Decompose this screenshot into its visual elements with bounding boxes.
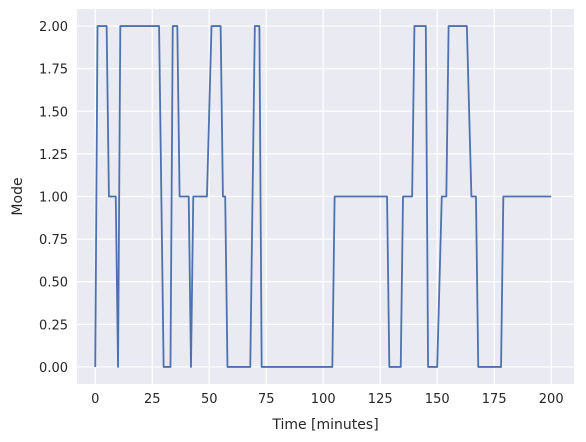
- y-tick-label: 2.00: [39, 20, 68, 35]
- series-line: [94, 25, 552, 368]
- y-tick-label: 1.00: [39, 191, 68, 206]
- x-tick-label: 75: [258, 392, 275, 407]
- x-tick-label: 50: [201, 392, 218, 407]
- x-tick-label: 150: [425, 392, 450, 407]
- x-tick-label: 100: [311, 392, 336, 407]
- y-axis-label: Mode: [10, 177, 26, 215]
- y-tick-label: 0.50: [39, 276, 68, 291]
- series-layer: [94, 25, 552, 368]
- y-tick-label: 0.25: [39, 318, 68, 333]
- x-tick-label: 125: [368, 392, 393, 407]
- y-axis-ticks: 0.00 0.25 0.50 0.75 1.00 1.25 1.50 1.75 2.00: [39, 20, 68, 376]
- y-tick-label: 1.25: [39, 148, 68, 163]
- x-tick-label: 25: [144, 392, 161, 407]
- y-tick-label: 0.00: [39, 361, 68, 376]
- x-tick-label: 200: [539, 392, 564, 407]
- y-tick-label: 0.75: [39, 233, 68, 248]
- x-tick-label: 175: [482, 392, 507, 407]
- x-axis-label: Time [minutes]: [271, 417, 378, 433]
- x-axis-ticks: 0 25 50 75 100 125 150 175 200: [91, 392, 564, 407]
- y-tick-label: 1.75: [39, 63, 68, 78]
- x-tick-label: 0: [91, 392, 99, 407]
- y-tick-label: 1.50: [39, 105, 68, 120]
